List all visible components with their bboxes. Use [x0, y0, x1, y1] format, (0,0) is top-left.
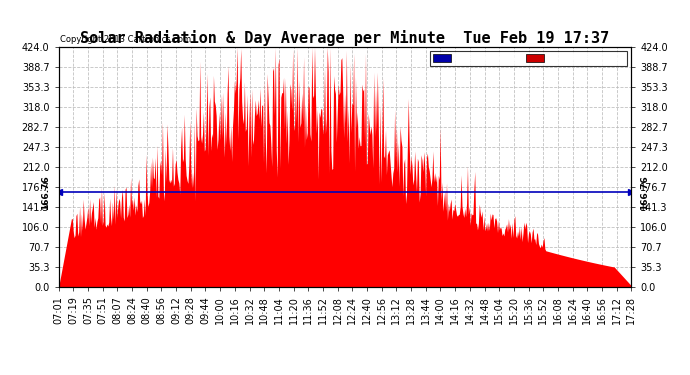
- Text: 166.76: 166.76: [41, 175, 50, 210]
- Legend: Median (w/m2), Radiation (w/m2): Median (w/m2), Radiation (w/m2): [431, 51, 627, 66]
- Text: 166.76: 166.76: [640, 175, 649, 210]
- Text: Copyright 2013 Cartronics.com: Copyright 2013 Cartronics.com: [60, 36, 191, 45]
- Title: Solar Radiation & Day Average per Minute  Tue Feb 19 17:37: Solar Radiation & Day Average per Minute…: [80, 30, 610, 46]
